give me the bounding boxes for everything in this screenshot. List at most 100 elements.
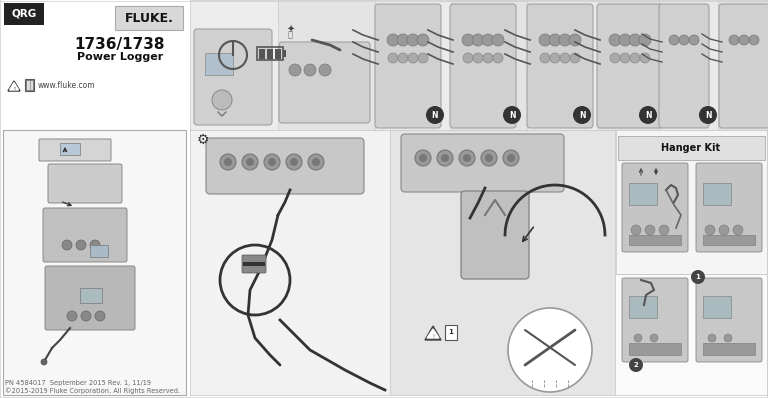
Bar	[629, 343, 681, 355]
Circle shape	[689, 35, 699, 45]
Circle shape	[387, 34, 399, 46]
Bar	[4, 3, 44, 25]
Bar	[190, 0, 278, 130]
Circle shape	[679, 35, 689, 45]
Polygon shape	[425, 326, 441, 340]
Circle shape	[634, 334, 642, 342]
Circle shape	[610, 53, 620, 63]
Polygon shape	[9, 82, 18, 90]
Circle shape	[485, 154, 493, 162]
Circle shape	[459, 150, 475, 166]
Circle shape	[242, 154, 258, 170]
Circle shape	[472, 34, 484, 46]
FancyBboxPatch shape	[635, 182, 655, 206]
Bar	[190, 130, 390, 395]
Circle shape	[67, 311, 77, 321]
Bar	[80, 288, 102, 303]
Polygon shape	[8, 81, 20, 91]
Circle shape	[437, 150, 453, 166]
Circle shape	[629, 34, 641, 46]
Bar	[616, 130, 767, 395]
Circle shape	[441, 154, 449, 162]
FancyBboxPatch shape	[39, 139, 111, 161]
Bar	[25, 79, 34, 91]
Circle shape	[493, 53, 503, 63]
Circle shape	[645, 225, 655, 235]
Bar	[115, 6, 183, 30]
Bar	[703, 235, 755, 245]
Circle shape	[408, 53, 418, 63]
Bar	[275, 49, 281, 59]
FancyBboxPatch shape	[279, 42, 370, 123]
Text: N: N	[508, 111, 515, 119]
FancyBboxPatch shape	[194, 29, 272, 125]
Circle shape	[630, 53, 640, 63]
Circle shape	[540, 53, 550, 63]
Text: ©2015-2019 Fluke Corporation. All Rights Reserved.: ©2015-2019 Fluke Corporation. All Rights…	[5, 388, 180, 394]
FancyBboxPatch shape	[206, 138, 364, 194]
Text: ⚙: ⚙	[197, 133, 209, 147]
Bar	[659, 0, 718, 130]
FancyBboxPatch shape	[622, 278, 688, 362]
Bar	[243, 262, 265, 266]
FancyBboxPatch shape	[622, 163, 688, 252]
FancyBboxPatch shape	[696, 278, 762, 362]
Circle shape	[388, 53, 398, 63]
Bar	[445, 325, 457, 340]
Circle shape	[691, 270, 705, 284]
Bar	[390, 130, 615, 395]
Bar	[60, 143, 80, 155]
Circle shape	[659, 225, 669, 235]
Circle shape	[669, 35, 679, 45]
Bar	[257, 47, 283, 60]
Text: PN 4584017  September 2015 Rev. 1, 11/19: PN 4584017 September 2015 Rev. 1, 11/19	[5, 380, 151, 386]
Text: QRG: QRG	[12, 9, 37, 19]
FancyBboxPatch shape	[48, 164, 122, 203]
Text: N: N	[579, 111, 585, 119]
FancyBboxPatch shape	[43, 208, 127, 262]
Bar	[618, 136, 765, 160]
Text: 1: 1	[449, 329, 453, 335]
FancyBboxPatch shape	[242, 255, 266, 273]
Circle shape	[319, 64, 331, 76]
FancyBboxPatch shape	[375, 4, 441, 128]
Circle shape	[418, 53, 428, 63]
Circle shape	[81, 311, 91, 321]
Bar	[629, 235, 681, 245]
Circle shape	[749, 35, 759, 45]
Circle shape	[609, 34, 621, 46]
FancyBboxPatch shape	[461, 191, 529, 279]
Text: !: !	[13, 86, 15, 90]
Circle shape	[639, 106, 657, 124]
Text: ✦: ✦	[287, 25, 295, 35]
Circle shape	[90, 240, 100, 250]
Circle shape	[631, 225, 641, 235]
Circle shape	[560, 53, 570, 63]
Circle shape	[549, 34, 561, 46]
Circle shape	[573, 106, 591, 124]
Bar	[283, 50, 286, 57]
Bar	[3, 130, 186, 395]
Text: Power Logger: Power Logger	[77, 52, 163, 62]
Text: 2: 2	[634, 362, 638, 368]
Circle shape	[699, 106, 717, 124]
Bar	[703, 343, 755, 355]
Text: 1: 1	[696, 274, 700, 280]
Circle shape	[629, 358, 643, 372]
Circle shape	[724, 334, 732, 342]
Circle shape	[507, 154, 515, 162]
Circle shape	[729, 35, 739, 45]
Circle shape	[426, 106, 444, 124]
Circle shape	[62, 240, 72, 250]
Bar	[190, 0, 768, 130]
Bar	[451, 0, 527, 130]
Circle shape	[492, 34, 504, 46]
Circle shape	[473, 53, 483, 63]
Circle shape	[570, 53, 580, 63]
Bar	[26, 80, 33, 90]
Circle shape	[268, 158, 276, 166]
Text: N: N	[645, 111, 651, 119]
Circle shape	[312, 158, 320, 166]
Circle shape	[415, 150, 431, 166]
Circle shape	[559, 34, 571, 46]
